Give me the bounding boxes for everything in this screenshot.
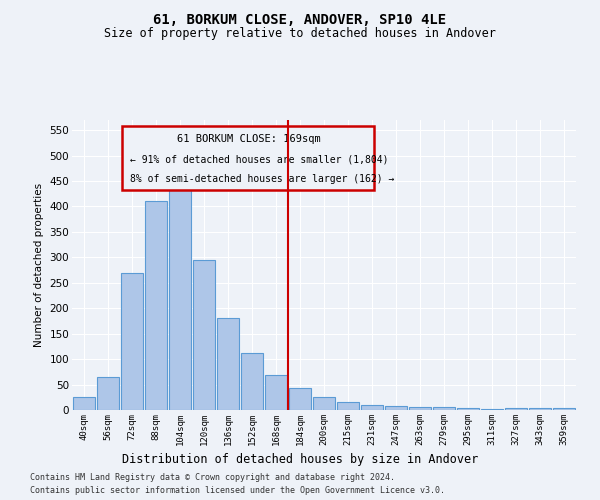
Bar	[241, 352, 263, 410]
Text: 8% of semi-detached houses are larger (162) →: 8% of semi-detached houses are larger (1…	[130, 174, 394, 184]
Bar	[169, 178, 191, 410]
Bar	[409, 408, 431, 410]
FancyBboxPatch shape	[122, 126, 374, 190]
Text: Contains HM Land Registry data © Crown copyright and database right 2024.: Contains HM Land Registry data © Crown c…	[30, 474, 395, 482]
Bar	[217, 318, 239, 410]
Bar	[361, 405, 383, 410]
Text: Distribution of detached houses by size in Andover: Distribution of detached houses by size …	[122, 452, 478, 466]
Text: 61 BORKUM CLOSE: 169sqm: 61 BORKUM CLOSE: 169sqm	[176, 134, 320, 144]
Text: ← 91% of detached houses are smaller (1,804): ← 91% of detached houses are smaller (1,…	[130, 155, 388, 165]
Bar	[265, 376, 287, 410]
Bar	[337, 402, 359, 410]
Bar	[73, 398, 95, 410]
Bar	[145, 202, 167, 410]
Bar	[505, 408, 527, 410]
Bar	[553, 408, 575, 410]
Bar	[121, 272, 143, 410]
Bar	[313, 398, 335, 410]
Y-axis label: Number of detached properties: Number of detached properties	[34, 183, 44, 347]
Bar	[481, 409, 503, 410]
Text: Size of property relative to detached houses in Andover: Size of property relative to detached ho…	[104, 28, 496, 40]
Bar	[529, 408, 551, 410]
Text: Contains public sector information licensed under the Open Government Licence v3: Contains public sector information licen…	[30, 486, 445, 495]
Bar	[457, 408, 479, 410]
Bar	[433, 407, 455, 410]
Bar	[385, 406, 407, 410]
Bar	[289, 388, 311, 410]
Text: 61, BORKUM CLOSE, ANDOVER, SP10 4LE: 61, BORKUM CLOSE, ANDOVER, SP10 4LE	[154, 12, 446, 26]
Bar	[193, 260, 215, 410]
Bar	[97, 377, 119, 410]
